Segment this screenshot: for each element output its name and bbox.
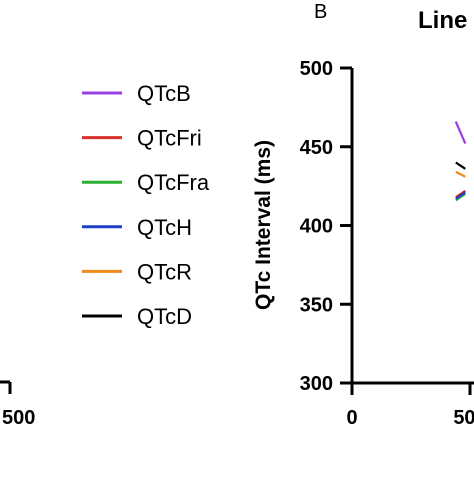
series-lines <box>454 121 467 202</box>
legend-label-qtcfri: QTcFri <box>137 126 202 151</box>
series-line-qtcb <box>454 121 467 145</box>
series-line-qtcfri <box>455 189 466 199</box>
panel-label: B <box>314 1 327 23</box>
x-tick-label: 0 <box>346 407 357 429</box>
y-tick-label: 500 <box>300 58 333 80</box>
y-tick-label: 450 <box>300 137 333 159</box>
left-panel: 500 <box>0 380 35 429</box>
legend-label-qtcb: QTcB <box>137 81 191 106</box>
series-line-qtch <box>455 191 466 200</box>
x-ticks: 0 500 <box>346 383 474 429</box>
panel-b: B Line QTc Interval (ms) 300 350 400 450 500… <box>252 1 474 429</box>
y-tick-label: 400 <box>300 216 333 238</box>
chart-title: Line <box>418 7 467 34</box>
left-x-tick-label: 500 <box>2 407 35 429</box>
y-tick-label: 300 <box>300 373 333 395</box>
y-ticks: 300 350 400 450 500 <box>300 58 352 395</box>
legend-label-qtch: QTcH <box>137 215 192 240</box>
y-axis-label: QTc Interval (ms) <box>252 140 275 310</box>
legend-label-qtcfra: QTcFra <box>137 170 210 195</box>
y-tick-label: 350 <box>300 294 333 316</box>
series-line-qtcr <box>455 170 466 178</box>
series-line-qtcfra <box>455 193 466 202</box>
series-line-qtcd <box>455 161 466 170</box>
legend: QTcB QTcFri QTcFra QTcH QTcR QTcD <box>82 81 210 329</box>
x-tick-label: 500 <box>453 407 474 429</box>
legend-label-qtcd: QTcD <box>137 304 192 329</box>
legend-label-qtcr: QTcR <box>137 259 192 284</box>
